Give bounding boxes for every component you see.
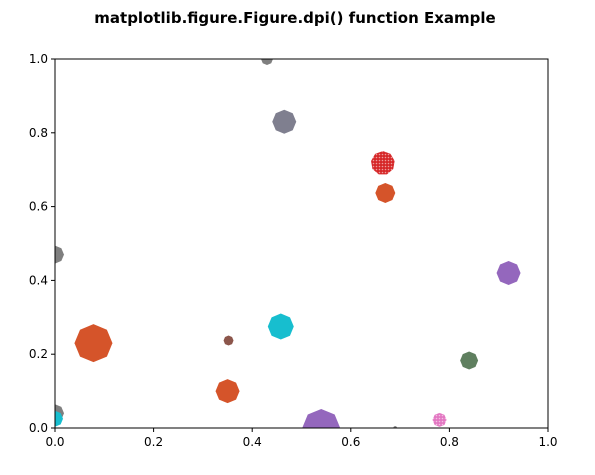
y-tick-label: 0.4 (29, 273, 48, 287)
scatter-point (215, 379, 240, 404)
y-tick-label: 1.0 (29, 52, 48, 66)
scatter-point (375, 182, 396, 203)
plot-frame (54, 58, 549, 429)
x-tick-label: 0.0 (45, 435, 64, 449)
scatter-point (223, 335, 234, 346)
scatter-point (302, 409, 341, 428)
scatter-point (272, 109, 297, 134)
x-axis: 0.0 0.2 0.4 0.6 0.8 1.0 (45, 428, 558, 449)
x-tick-label: 0.8 (440, 435, 459, 449)
scatter-point (460, 351, 479, 370)
scatter-point (496, 261, 521, 286)
x-tick-label: 1.0 (538, 435, 557, 449)
x-tick-label: 0.4 (243, 435, 262, 449)
chart-title: matplotlib.figure.Figure.dpi() function … (94, 9, 495, 27)
scatter-point-texture (371, 151, 395, 175)
y-tick-label: 0.0 (29, 421, 48, 435)
x-tick-label: 0.2 (144, 435, 163, 449)
y-tick-label: 0.6 (29, 200, 48, 214)
scatter-point (267, 313, 294, 340)
scatter-point (55, 245, 64, 264)
scatter-point (260, 59, 273, 65)
scatter-markers (55, 59, 521, 428)
scatter-point (74, 324, 113, 363)
scatter-point (55, 410, 63, 427)
y-tick-label: 0.8 (29, 126, 48, 140)
y-axis: 0.0 0.2 0.4 0.6 0.8 1.0 (29, 52, 55, 435)
scatter-point-texture (432, 412, 447, 427)
y-tick-label: 0.2 (29, 347, 48, 361)
x-tick-label: 0.6 (341, 435, 360, 449)
